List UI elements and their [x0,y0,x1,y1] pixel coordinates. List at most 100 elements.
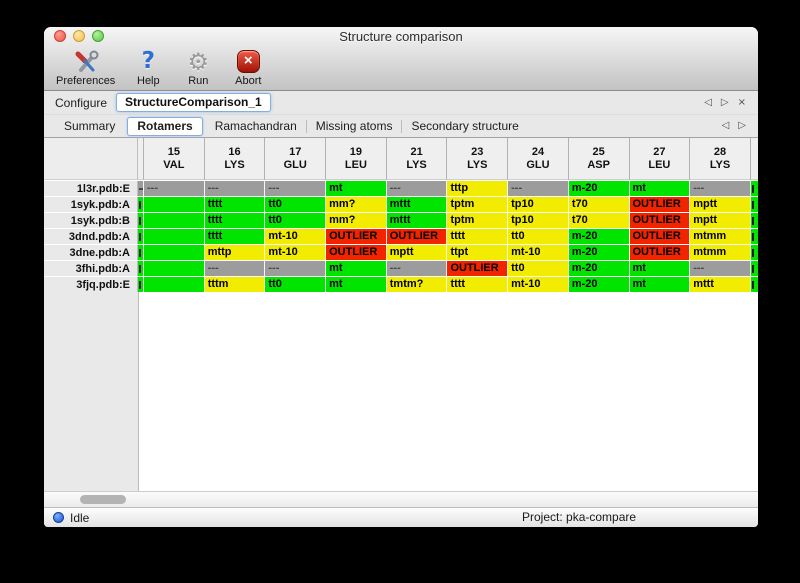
rotamer-cell[interactable]: mt [326,181,387,196]
row-label[interactable]: 3fhi.pdb:A [44,261,138,276]
rotamer-cell[interactable]: mt [629,277,691,292]
rotamer-cell[interactable]: mptt [690,197,751,212]
rotamer-cell[interactable]: OUTLIER [629,213,691,228]
rotamer-cell[interactable]: mt-10 [265,229,327,244]
row-label[interactable]: 3dnd.pdb:A [44,229,138,244]
toolbar-button-abort[interactable]: × Abort [231,48,265,87]
rotamer-cell[interactable]: t70 [568,213,630,228]
toolbar-button-preferences[interactable]: Preferences [56,48,115,87]
tab-summary[interactable]: Summary [64,118,116,133]
rotamer-cell[interactable]: --- [204,181,266,196]
rotamer-cell[interactable]: m-20 [568,277,630,292]
rotamer-cell[interactable]: mttp [204,245,266,260]
zoom-button[interactable] [92,30,104,42]
rotamer-cell[interactable]: tttm [204,277,266,292]
scrollbar-thumb[interactable] [80,495,126,504]
rotamer-cell[interactable]: m-20 [568,181,630,196]
row-label[interactable]: 1syk.pdb:B [44,213,138,228]
rotamer-cell[interactable]: tp10 [508,213,569,228]
rotamer-cell[interactable]: t70 [568,197,630,212]
minimize-button[interactable] [73,30,85,42]
row-label[interactable]: 3fjq.pdb:E [44,277,138,292]
rotamer-cell[interactable]: --- [144,181,205,196]
table-row: 1syk.pdb:B tttt tt0 mm? mttt tptm tp10 t70 OUTLI… [44,213,758,228]
rotamer-cell[interactable]: tt0 [265,213,327,228]
close-button[interactable] [54,30,66,42]
rotamer-cell[interactable]: tttt [204,229,266,244]
tab-secondary-structure[interactable]: Secondary structure [411,118,519,133]
rotamer-cell[interactable]: tptm [447,197,509,212]
rotamer-cell[interactable]: --- [386,181,448,196]
prev-icon[interactable]: ◁ [704,96,712,108]
rotamer-cell[interactable]: tttt [204,197,266,212]
rotamer-cell[interactable]: mptt [386,245,448,260]
rotamer-cell[interactable]: tt0 [265,197,327,212]
rotamer-cell[interactable]: OUTLIER [326,245,387,260]
rotamer-cell[interactable]: OUTLIER [629,229,691,244]
rotamer-cell[interactable]: mt [326,277,387,292]
rotamer-cell[interactable]: mt-10 [508,245,569,260]
rotamer-cell[interactable]: mptt [690,213,751,228]
rotamer-cell[interactable] [144,197,205,212]
rotamer-cell[interactable]: mm? [326,197,387,212]
row-label[interactable]: 1syk.pdb:A [44,197,138,212]
rotamer-cell[interactable]: mttt [690,277,751,292]
rotamer-cell[interactable]: m-20 [568,245,630,260]
configure-name-tab[interactable]: StructureComparison_1 [116,93,271,112]
rotamer-cell[interactable]: --- [690,181,751,196]
rotamer-cell[interactable]: mt [326,261,387,276]
prev-icon[interactable]: ◁ [721,120,730,131]
rotamer-cell[interactable]: tt0 [265,277,327,292]
rotamer-cell[interactable] [144,229,205,244]
rotamer-cell[interactable]: tt0 [508,261,569,276]
project-label: Project: pka-compare [522,510,637,524]
rotamer-cell[interactable]: mt [629,181,691,196]
rotamer-cell[interactable]: tttt [204,213,266,228]
tab-missing-atoms[interactable]: Missing atoms [315,118,393,133]
rotamer-cell[interactable]: tttt [447,277,509,292]
horizontal-scrollbar[interactable] [44,491,758,507]
rotamer-cell[interactable]: --- [204,261,266,276]
rotamer-cell[interactable]: mm? [326,213,387,228]
next-icon[interactable]: ▷ [720,96,729,108]
rotamer-cell[interactable] [144,277,205,292]
rotamer-cell[interactable]: OUTLIER [326,229,387,244]
rotamer-cell[interactable]: --- [690,261,751,276]
rotamer-cell[interactable]: mtmm [690,245,751,260]
rotamer-cell[interactable]: tttp [447,181,509,196]
next-icon[interactable]: ▷ [738,120,746,131]
tab-ramachandran[interactable]: Ramachandran [214,118,297,133]
rotamer-cell[interactable]: tptm [447,213,509,228]
rotamer-cell[interactable]: mttt [386,197,448,212]
rotamer-cell[interactable]: --- [265,181,327,196]
rotamer-cell[interactable]: OUTLIER [629,197,691,212]
toolbar-button-help[interactable]: ? Help [131,48,165,87]
rotamer-cell[interactable]: m-20 [568,261,630,276]
row-label[interactable]: 3dne.pdb:A [44,245,138,260]
rotamer-cell[interactable]: tmtm? [386,277,448,292]
titlebar[interactable]: Structure comparison [44,27,758,45]
rotamer-cell[interactable]: tttt [447,229,509,244]
rotamer-cell[interactable]: tt0 [508,229,569,244]
rotamer-cell[interactable]: OUTLIER [629,245,691,260]
rotamer-cell[interactable] [144,245,205,260]
rotamer-cell[interactable]: mt [629,261,691,276]
rotamer-cell[interactable] [144,261,205,276]
tab-rotamers[interactable]: Rotamers [127,116,203,136]
rotamer-cell[interactable]: m-20 [568,229,630,244]
rotamer-cell[interactable]: OUTLIER [447,261,509,276]
row-label[interactable]: 1l3r.pdb:E [44,181,138,196]
rotamer-cell[interactable]: mt-10 [265,245,327,260]
toolbar-button-run[interactable]: ⚙ Run [181,48,215,87]
rotamer-cell[interactable]: mttt [386,213,448,228]
rotamer-cell[interactable]: tp10 [508,197,569,212]
rotamer-cell[interactable]: --- [265,261,327,276]
rotamer-cell[interactable]: mt-10 [508,277,569,292]
rotamer-cell[interactable]: OUTLIER [386,229,448,244]
rotamer-cell[interactable]: --- [386,261,448,276]
rotamer-cell[interactable] [144,213,205,228]
rotamer-cell[interactable]: ttpt [447,245,509,260]
rotamer-cell[interactable]: --- [508,181,569,196]
close-icon[interactable]: × [737,96,746,108]
rotamer-cell[interactable]: mtmm [690,229,751,244]
